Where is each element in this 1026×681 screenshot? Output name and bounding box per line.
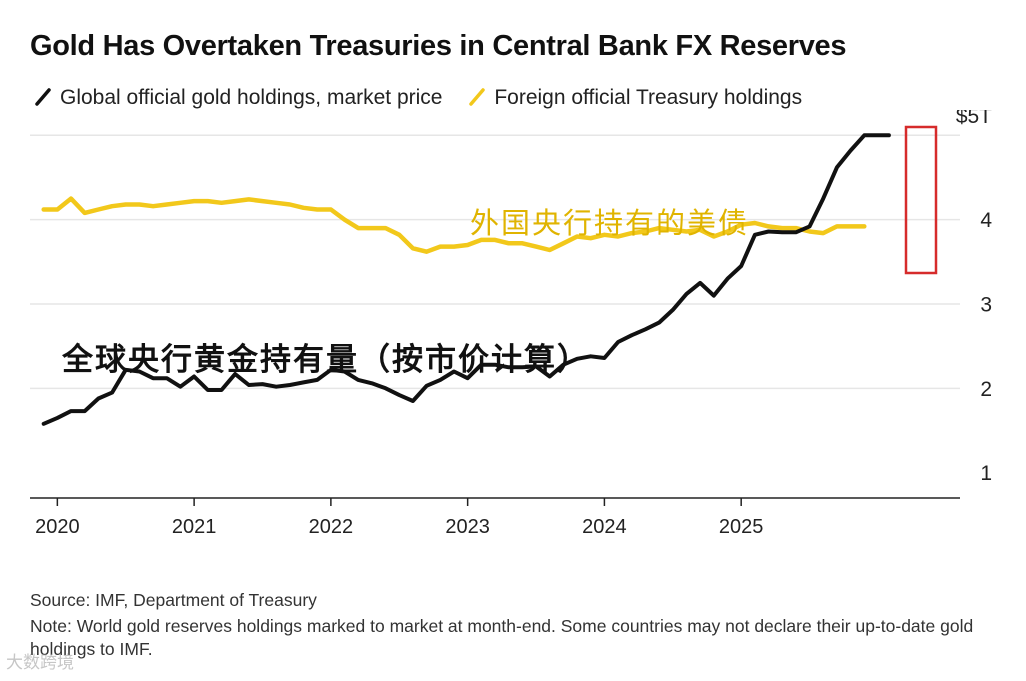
series (44, 135, 889, 424)
gold-annotation-cn: 全球央行黄金持有量（按市价计算） (62, 334, 590, 379)
y-axis: 1 2 3 4 $5T (956, 110, 993, 485)
highlight-box (906, 127, 936, 273)
watermark: 大数跨境 (6, 648, 74, 673)
x-tick-label: 2020 (35, 516, 80, 538)
x-tick-label: 2021 (172, 516, 217, 538)
x-tick-label: 2025 (719, 516, 764, 538)
y-tick-label: 3 (980, 294, 992, 317)
series-line-gold (44, 135, 889, 424)
y-tick-label: $5T (956, 110, 992, 128)
y-tick-label: 1 (980, 462, 992, 485)
x-axis: 2020 2021 2022 2023 2024 2025 (30, 498, 960, 538)
y-tick-label: 4 (980, 209, 992, 232)
legend-swatch-treasury (468, 87, 488, 107)
x-tick-label: 2022 (309, 516, 354, 538)
x-tick-label: 2023 (445, 516, 490, 538)
legend-item-gold: Global official gold holdings, market pr… (34, 86, 442, 110)
legend-item-treasury: Foreign official Treasury holdings (468, 86, 802, 110)
x-tick-label: 2024 (582, 516, 627, 538)
legend: Global official gold holdings, market pr… (34, 86, 822, 110)
legend-label-treasury: Foreign official Treasury holdings (494, 86, 802, 109)
source-note: Source: IMF, Department of Treasury (30, 590, 317, 611)
legend-swatch-gold (34, 87, 54, 107)
y-tick-label: 2 (980, 378, 992, 401)
legend-label-gold: Global official gold holdings, market pr… (60, 86, 442, 109)
footnote: Note: World gold reserves holdings marke… (30, 615, 1000, 661)
treasury-annotation-cn: 外国央行持有的美债 (470, 200, 749, 242)
chart-title: Gold Has Overtaken Treasuries in Central… (30, 30, 846, 63)
